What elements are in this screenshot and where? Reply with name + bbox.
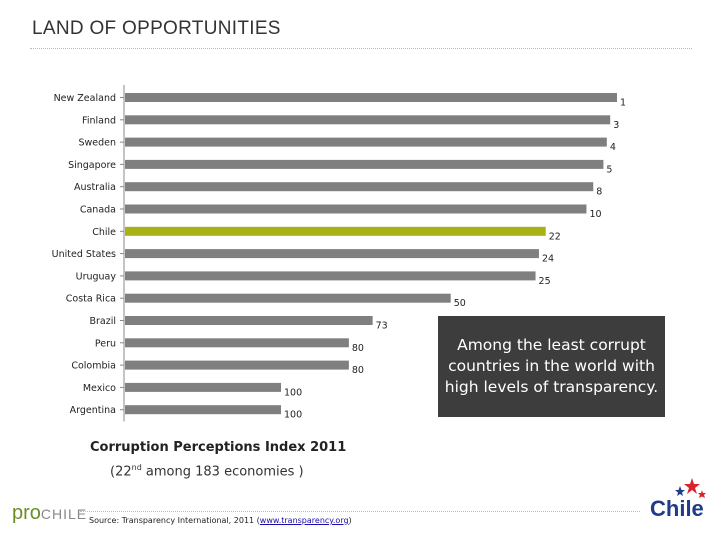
value-label: 10: [589, 209, 601, 220]
category-label: Uruguay: [76, 271, 117, 282]
bar-canada: [125, 204, 587, 214]
bar-finland: [125, 115, 611, 125]
bar-chile: [125, 226, 546, 236]
source-note: Source: Transparency International, 2011…: [89, 516, 352, 525]
footer-divider: [80, 511, 640, 512]
subcaption-prefix: (22: [110, 464, 132, 480]
value-label: 5: [606, 164, 612, 175]
category-label: Singapore: [68, 160, 116, 171]
category-label: New Zealand: [54, 93, 116, 104]
bar-mexico: [125, 382, 281, 392]
value-label: 80: [352, 343, 364, 354]
page-title: LAND OF OPPORTUNITIES: [32, 18, 281, 39]
value-label: 80: [352, 365, 364, 376]
bar-new-zealand: [125, 93, 617, 102]
category-label: Chile: [92, 227, 116, 238]
subcaption-suffix: among 183 economies ): [141, 464, 304, 480]
value-label: 4: [610, 142, 616, 153]
subcaption-sup: nd: [131, 463, 142, 472]
category-label: Brazil: [89, 316, 116, 327]
source-suffix: ): [348, 516, 352, 525]
value-label: 25: [539, 276, 551, 287]
chart-subcaption: (22nd among 183 economies ): [110, 463, 304, 479]
source-prefix: Source: Transparency International, 2011…: [89, 516, 260, 525]
bar-colombia: [125, 360, 349, 370]
category-label: Argentina: [70, 405, 116, 416]
bar-costa-rica: [125, 293, 451, 303]
bar-united-states: [125, 249, 539, 259]
value-label: 100: [284, 387, 302, 398]
bar-sweden: [125, 137, 607, 147]
value-label: 8: [596, 187, 602, 198]
prochile-logo-pro: pro: [12, 502, 41, 524]
value-label: 24: [542, 254, 554, 265]
value-label: 3: [613, 120, 619, 131]
prochile-logo-chile: CHILE: [40, 506, 88, 522]
chile-brand-logo: Chile: [650, 496, 704, 521]
bar-argentina: [125, 405, 281, 415]
value-label: 1: [620, 98, 626, 109]
value-label: 73: [376, 321, 388, 332]
category-label: Australia: [74, 182, 116, 193]
category-label: Canada: [80, 205, 116, 216]
value-label: 22: [549, 231, 561, 242]
chart-caption: Corruption Perceptions Index 2011: [90, 440, 347, 455]
title-divider: [30, 48, 692, 49]
bar-uruguay: [125, 271, 536, 281]
value-label: 50: [454, 298, 466, 309]
category-label: Mexico: [83, 383, 116, 394]
category-label: Finland: [82, 115, 116, 126]
category-label: United States: [52, 249, 116, 260]
prochile-logo: proCHILE: [12, 502, 87, 525]
bar-peru: [125, 338, 349, 348]
source-link[interactable]: www.transparency.org: [259, 516, 349, 525]
category-label: Sweden: [78, 138, 116, 149]
chile-stars-icon: [675, 478, 706, 498]
category-label: Peru: [95, 338, 116, 349]
category-label: Costa Rica: [66, 294, 116, 305]
category-label: Colombia: [71, 361, 116, 372]
callout-text: Among the least corrupt countries in the…: [444, 336, 659, 396]
corruption-bar-chart: New Zealand 1 Finland 3 Sweden 4 Singapore 5 Aus…: [52, 85, 626, 422]
bar-singapore: [125, 159, 604, 169]
bar-brazil: [125, 316, 373, 325]
bar-australia: [125, 182, 594, 192]
callout-box: Among the least corrupt countries in the…: [438, 316, 665, 417]
value-label: 100: [284, 410, 302, 421]
